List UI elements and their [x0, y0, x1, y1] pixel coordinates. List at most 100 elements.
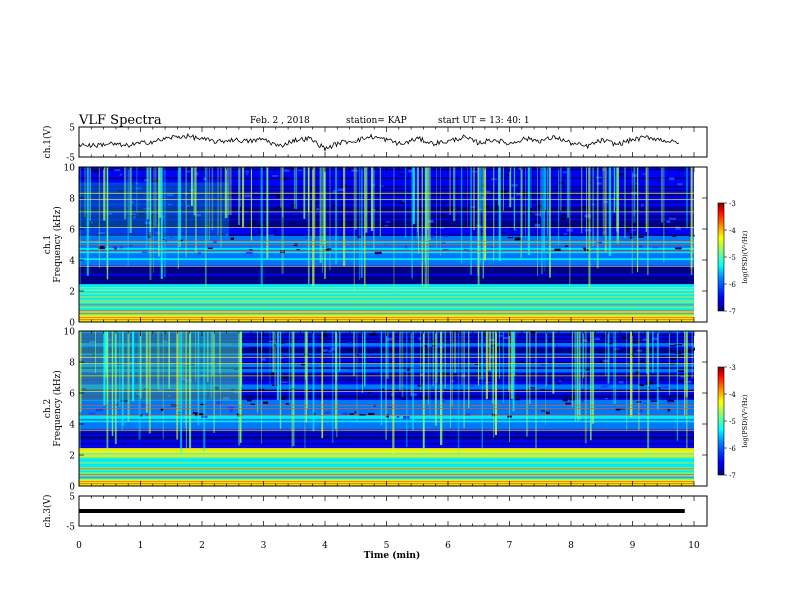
- spectrogram-streak: [399, 331, 402, 391]
- spectrogram-band: [79, 468, 694, 471]
- spectrogram-speckle: [216, 197, 222, 201]
- spectrogram-speckle: [672, 235, 677, 237]
- spectrogram-speckle: [170, 236, 173, 239]
- spectrogram-speckle: [636, 349, 643, 352]
- spectrogram-streak: [103, 331, 106, 406]
- spectrogram-band: [79, 246, 694, 249]
- spectrogram-streak: [605, 331, 607, 376]
- spectrogram-streak: [413, 167, 415, 222]
- spectrogram-speckle: [332, 204, 337, 207]
- spectrogram-band: [79, 187, 694, 190]
- spectrogram-streak: [493, 167, 495, 262]
- spectrogram-band: [79, 315, 694, 318]
- ch1-data-point: [94, 145, 95, 147]
- spectrogram-speckle: [330, 347, 336, 351]
- spectrogram-speckle: [562, 171, 568, 174]
- spectrogram-speckle: [275, 193, 283, 196]
- spectrogram-streak: [692, 167, 694, 251]
- spectrogram-speckle: [297, 169, 303, 171]
- spectrogram-speckle: [269, 372, 275, 376]
- spectrogram-speckle: [667, 399, 675, 403]
- spectrogram-streak: [467, 167, 468, 228]
- spectrogram-speckle: [442, 249, 449, 251]
- spectrogram-speckle: [516, 193, 522, 196]
- ch1-data-point: [293, 139, 295, 141]
- spectrogram-band: [79, 180, 694, 183]
- spectrogram-streak: [411, 167, 413, 279]
- x-tick-label: 8: [568, 541, 574, 551]
- spectrogram-speckle: [675, 394, 680, 398]
- spectrogram-band: [79, 272, 694, 275]
- spectrogram-speckle: [691, 348, 695, 351]
- spectrogram-streak: [307, 167, 310, 284]
- spectrogram-band: [79, 461, 694, 464]
- spectrogram-speckle: [639, 384, 645, 387]
- spectrogram-speckle: [267, 234, 275, 237]
- spectrogram-speckle: [241, 345, 246, 348]
- spectrogram-streak: [484, 167, 487, 261]
- spectrogram-speckle: [114, 169, 121, 171]
- spectrogram-speckle: [198, 413, 204, 416]
- spec2-y-tick-label: 2: [69, 452, 75, 462]
- spectrogram-streak: [121, 331, 124, 426]
- spectrogram-speckle: [638, 236, 644, 238]
- spectrogram-band: [79, 201, 694, 204]
- spec2-y-tick-label: 10: [64, 328, 76, 338]
- ch1-data-point: [355, 140, 357, 141]
- spectrogram-streak: [434, 331, 437, 426]
- spectrogram-streak: [485, 331, 488, 400]
- colorbar: [717, 366, 725, 476]
- spectrogram-streak: [184, 331, 187, 428]
- spectrogram-speckle: [160, 215, 165, 219]
- spectrogram-streak: [427, 167, 429, 286]
- spectrogram-band: [79, 199, 694, 202]
- spectrogram-streak: [386, 331, 389, 379]
- spectrogram-speckle: [581, 399, 584, 403]
- spectrogram-band: [79, 192, 694, 195]
- spec1-y-tick-label: 6: [69, 226, 75, 236]
- ch1-data-point: [509, 143, 510, 145]
- spectrogram-band: [79, 223, 694, 226]
- spectrogram-streak: [491, 331, 494, 404]
- ch1-data-point: [278, 146, 280, 147]
- spectrogram-streak: [468, 331, 470, 408]
- spectrogram-speckle: [355, 397, 361, 399]
- spectrogram-speckle: [273, 338, 280, 340]
- spectrogram-speckle: [570, 390, 574, 394]
- spectrogram-speckle: [503, 337, 509, 340]
- spectrogram-streak: [136, 167, 138, 213]
- spectrogram-speckle: [367, 353, 372, 356]
- spectrogram-speckle: [319, 399, 323, 401]
- spectrogram-band: [79, 304, 694, 307]
- spectrogram-speckle: [194, 214, 202, 217]
- spectrogram-speckle: [385, 414, 389, 418]
- spectrogram-speckle: [332, 190, 336, 193]
- spectrogram-speckle: [667, 220, 670, 223]
- spectrogram-band: [79, 204, 694, 207]
- spectrogram-speckle: [257, 230, 261, 233]
- spectrogram-speckle: [596, 182, 602, 185]
- spectrogram-speckle: [463, 249, 467, 251]
- spectrogram-band: [79, 291, 694, 294]
- spectrogram-speckle: [488, 338, 495, 342]
- spectrogram-band: [79, 253, 694, 256]
- spectrogram-speckle: [377, 371, 381, 373]
- spectrogram-speckle: [228, 406, 235, 410]
- spectrogram-streak: [498, 167, 500, 206]
- spectrogram-speckle: [324, 248, 331, 251]
- spectrogram-band: [79, 235, 694, 238]
- spectrogram-band: [79, 225, 694, 228]
- spectrogram-speckle: [119, 173, 123, 176]
- spectrogram-streak: [449, 167, 451, 215]
- spectrogram-band: [79, 222, 694, 225]
- spectrogram-speckle: [534, 223, 541, 227]
- spectrogram-speckle: [427, 235, 434, 238]
- spectrogram-band: [79, 277, 694, 280]
- spectrogram-speckle: [431, 340, 438, 344]
- spectrogram-streak: [412, 167, 415, 225]
- spectrogram-speckle: [133, 211, 138, 214]
- spectrogram-streak: [195, 331, 196, 382]
- spectrogram-speckle: [558, 380, 562, 382]
- spectrogram-streak: [114, 331, 117, 445]
- spectrogram-speckle: [595, 176, 603, 179]
